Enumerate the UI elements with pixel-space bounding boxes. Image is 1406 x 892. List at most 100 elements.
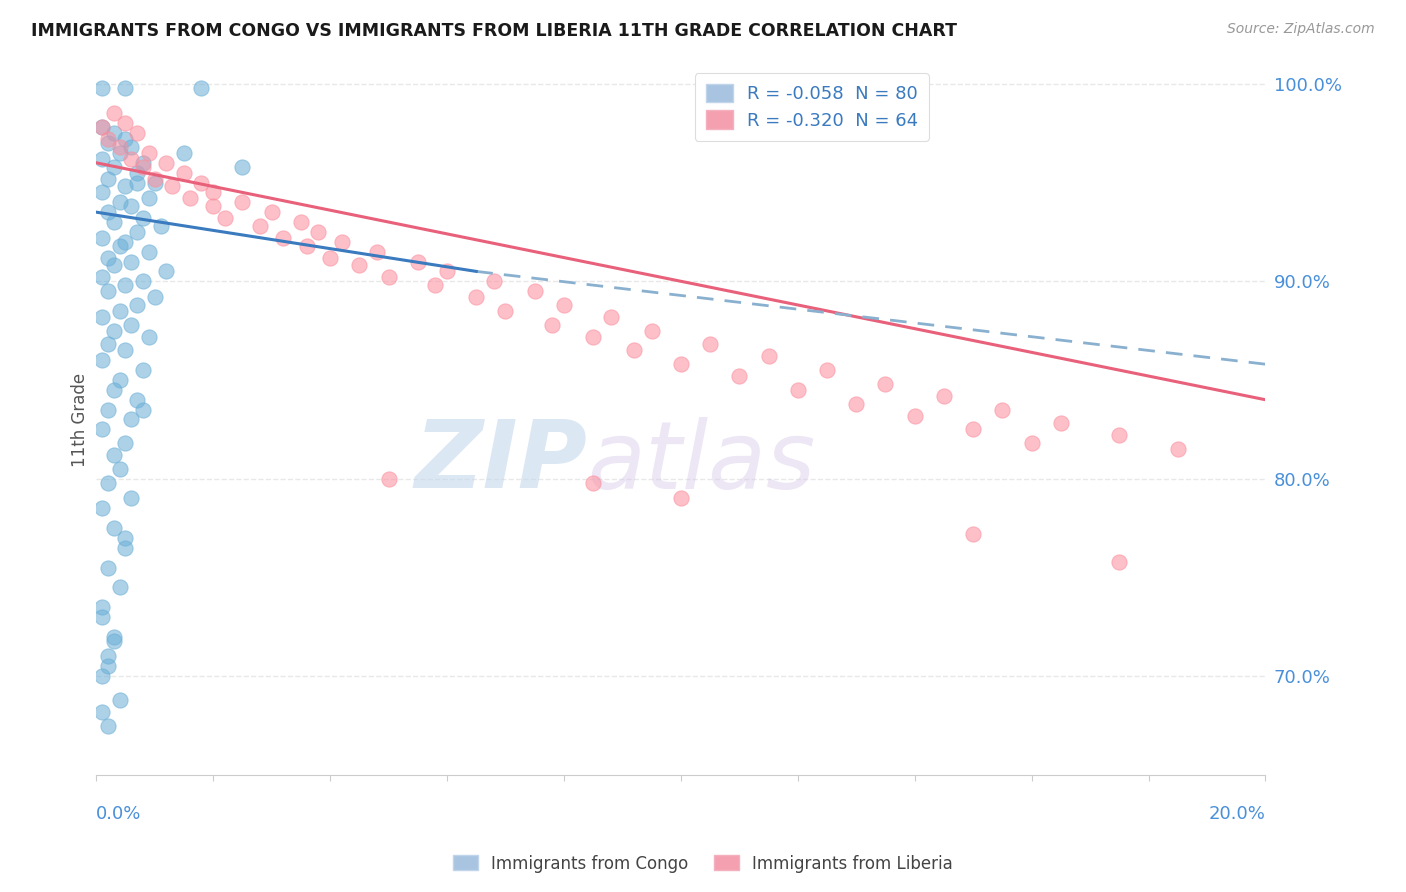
Point (91, 80, 114, 95)
Point (349, 259, 371, 273)
Point (330, 235, 353, 249)
Point (295, 238, 318, 252)
Point (623, 343, 645, 358)
Point (815, 363, 838, 377)
Point (160, 179, 183, 194)
Point (962, 527, 984, 541)
Point (669, 357, 692, 371)
Point (582, 329, 605, 343)
Point (97, 649, 120, 664)
Point (114, 531, 136, 545)
Point (103, 259, 125, 273)
Point (366, 244, 388, 259)
Point (97, 171, 120, 186)
Point (319, 251, 342, 265)
Point (114, 278, 136, 293)
Point (97, 718, 120, 732)
Point (114, 436, 136, 450)
Point (231, 195, 253, 210)
Point (132, 156, 155, 170)
Point (1021, 436, 1043, 450)
Point (127, 126, 149, 140)
Point (97, 475, 120, 490)
Point (582, 475, 605, 490)
Point (599, 310, 621, 324)
Point (138, 191, 160, 205)
Point (103, 324, 125, 338)
Point (114, 179, 136, 194)
Point (1108, 428, 1130, 442)
Point (91, 422, 114, 436)
Point (97, 136, 120, 150)
Point (132, 363, 155, 377)
Point (91, 152, 114, 166)
Point (127, 166, 149, 180)
Legend: R = -0.058  N = 80, R = -0.320  N = 64: R = -0.058 N = 80, R = -0.320 N = 64 (695, 73, 929, 141)
Point (728, 369, 751, 384)
Point (214, 211, 236, 225)
Point (108, 693, 131, 707)
Point (132, 402, 155, 417)
Point (120, 199, 142, 213)
Point (114, 80, 136, 95)
Point (103, 215, 125, 229)
Point (91, 669, 114, 683)
Point (108, 580, 131, 594)
Text: atlas: atlas (588, 417, 815, 508)
Point (114, 541, 136, 555)
Point (91, 353, 114, 368)
Point (465, 290, 488, 304)
Point (127, 176, 149, 190)
Point (91, 120, 114, 135)
Point (132, 160, 155, 174)
Point (108, 238, 131, 252)
Point (962, 422, 984, 436)
Point (290, 215, 312, 229)
Point (103, 383, 125, 397)
Point (91, 600, 114, 615)
Point (149, 219, 172, 233)
Point (699, 337, 721, 351)
Point (108, 373, 131, 387)
Point (91, 310, 114, 324)
Point (190, 176, 212, 190)
Legend: Immigrants from Congo, Immigrants from Liberia: Immigrants from Congo, Immigrants from L… (447, 848, 959, 880)
Point (127, 298, 149, 312)
Point (132, 211, 155, 225)
Point (523, 284, 546, 298)
Point (875, 376, 897, 391)
Point (904, 409, 927, 423)
Point (103, 521, 125, 535)
Point (179, 191, 201, 205)
Point (138, 244, 160, 259)
Point (406, 254, 429, 268)
Point (97, 337, 120, 351)
Point (1050, 417, 1073, 431)
Point (103, 633, 125, 648)
Point (377, 472, 399, 486)
Point (845, 397, 868, 411)
Point (108, 140, 131, 154)
Point (97, 284, 120, 298)
Point (231, 160, 253, 174)
Point (1108, 555, 1130, 569)
Point (173, 145, 195, 160)
Point (143, 290, 166, 304)
Point (307, 225, 329, 239)
Point (132, 274, 155, 288)
Point (173, 166, 195, 180)
Point (97, 205, 120, 219)
Point (103, 106, 125, 120)
Point (143, 176, 166, 190)
Point (120, 318, 142, 332)
Point (932, 389, 955, 403)
Point (786, 383, 808, 397)
Point (108, 304, 131, 318)
Point (91, 120, 114, 135)
Point (155, 156, 177, 170)
Point (271, 231, 294, 245)
Point (138, 145, 160, 160)
Text: ZIP: ZIP (415, 417, 588, 508)
Point (114, 132, 136, 146)
Point (553, 298, 575, 312)
